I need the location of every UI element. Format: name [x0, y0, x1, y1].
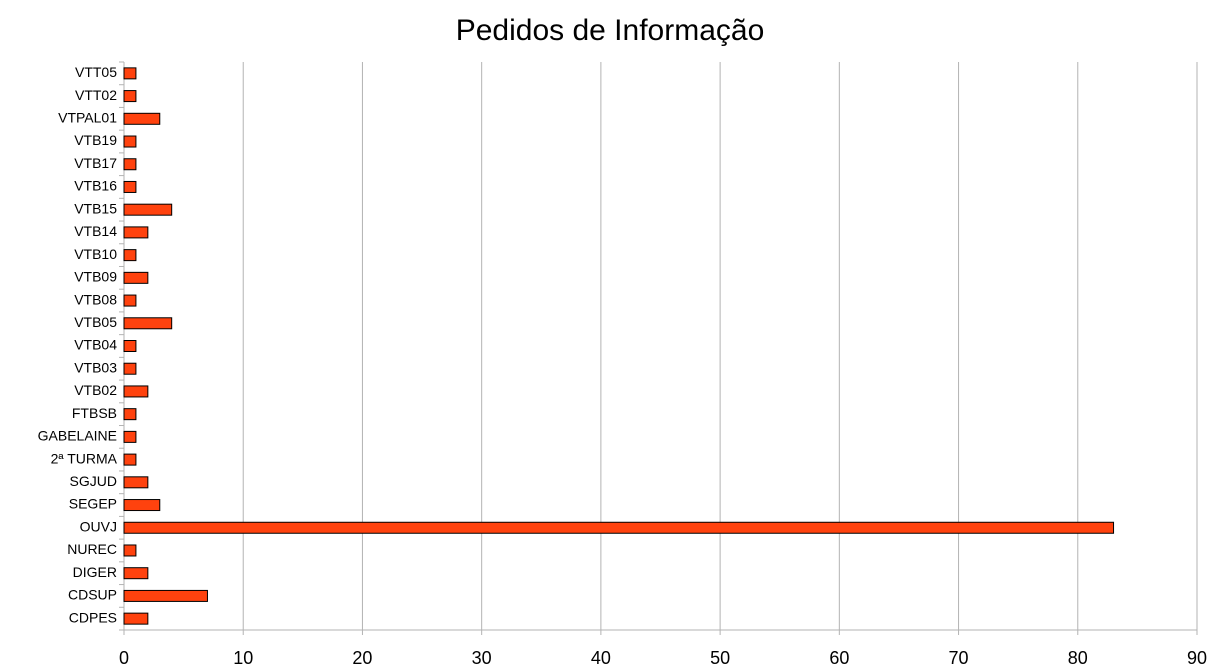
bar [123, 294, 137, 307]
y-tick-label: CDPES [69, 609, 117, 625]
y-tick-label: VTPAL01 [58, 110, 117, 126]
y-tick-label: VTT02 [75, 87, 117, 103]
y-tick-label: VTB16 [74, 178, 117, 194]
bar [123, 158, 137, 171]
y-tick-label: VTB09 [74, 269, 117, 285]
y-tick-label: VTB04 [74, 337, 117, 353]
bar [123, 499, 161, 512]
x-tick-label: 40 [591, 648, 611, 668]
bar [123, 340, 137, 352]
bar [123, 362, 137, 375]
chart-title: Pedidos de Informação [456, 14, 765, 47]
x-tick-label: 20 [352, 648, 372, 668]
bar [123, 180, 137, 193]
x-tick-label: 90 [1187, 648, 1207, 668]
y-tick-label: VTB15 [74, 200, 117, 216]
y-tick-label: SEGEP [69, 496, 117, 512]
y-tick-label: FTBSB [72, 405, 117, 421]
y-tick-label: VTT05 [75, 64, 117, 80]
x-tick-label: 60 [829, 648, 849, 668]
bar [123, 67, 137, 80]
y-tick-label: VTB19 [74, 132, 117, 148]
y-tick-label: DIGER [73, 564, 117, 580]
x-tick-label: 80 [1068, 648, 1088, 668]
bar [123, 90, 137, 103]
y-tick-label: GABELAINE [38, 428, 117, 444]
y-tick-label: SGJUD [70, 473, 117, 489]
y-tick-label: CDSUP [68, 587, 117, 603]
y-tick-label: VTB08 [74, 291, 117, 307]
bar [123, 521, 1115, 534]
bar [123, 453, 137, 466]
x-tick-label: 30 [472, 648, 492, 668]
y-tick-label: VTB02 [74, 382, 117, 398]
bar [123, 612, 149, 625]
x-tick-label: 50 [710, 648, 730, 668]
bar [123, 476, 149, 489]
bar [123, 249, 137, 262]
y-tick-label: NUREC [67, 541, 117, 557]
bar [123, 271, 149, 284]
bar [123, 567, 149, 580]
x-tick-label: 70 [949, 648, 969, 668]
bar [123, 203, 173, 216]
bar [123, 385, 149, 398]
bar [123, 408, 137, 421]
x-tick-label: 0 [119, 648, 129, 668]
bar [123, 317, 173, 330]
bar [123, 226, 149, 239]
y-tick-label: VTB17 [74, 155, 117, 171]
bar [123, 112, 161, 125]
y-tick-label: VTB10 [74, 246, 117, 262]
y-tick-label: OUVJ [80, 518, 117, 534]
bar [123, 135, 137, 148]
bar [123, 589, 208, 602]
x-tick-label: 10 [233, 648, 253, 668]
bar [123, 430, 137, 443]
bar [123, 544, 137, 557]
y-tick-label: VTB14 [74, 223, 117, 239]
y-tick-label: 2ª TURMA [51, 450, 118, 466]
y-tick-label: VTB05 [74, 314, 117, 330]
y-tick-label: VTB03 [74, 359, 117, 375]
